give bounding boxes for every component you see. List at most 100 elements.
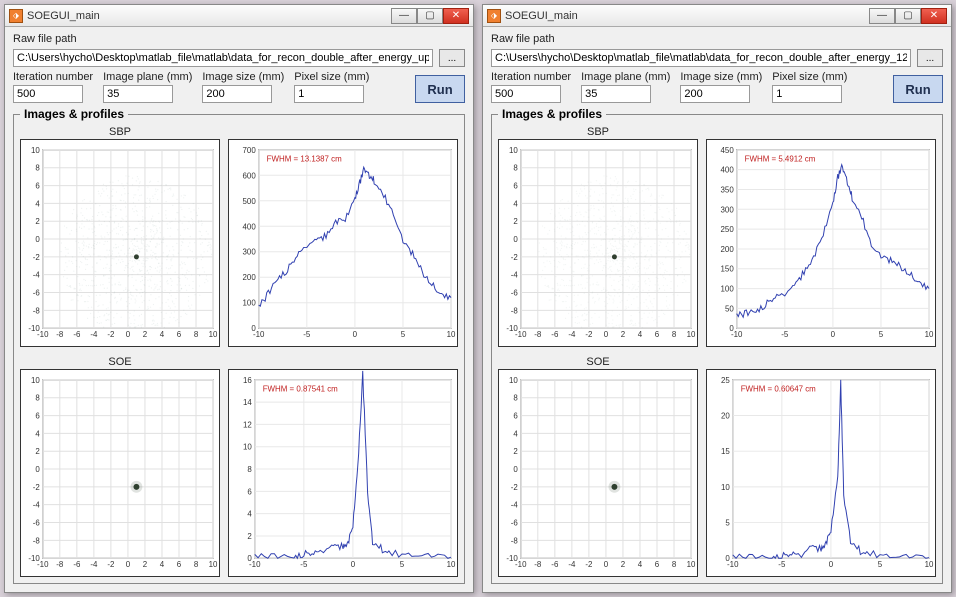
- svg-text:10: 10: [243, 443, 252, 452]
- svg-text:10: 10: [925, 330, 934, 339]
- svg-text:-4: -4: [511, 501, 519, 510]
- svg-text:-8: -8: [33, 536, 41, 545]
- svg-text:4: 4: [247, 510, 252, 519]
- pixel-label: Pixel size (mm): [294, 71, 369, 83]
- svg-text:-4: -4: [33, 271, 41, 280]
- svg-text:4: 4: [638, 560, 643, 569]
- svg-text:300: 300: [243, 248, 257, 257]
- svg-text:100: 100: [721, 285, 735, 294]
- svg-text:600: 600: [243, 171, 257, 180]
- size-input[interactable]: [680, 85, 750, 103]
- svg-text:-2: -2: [511, 253, 518, 262]
- svg-text:10: 10: [209, 560, 218, 569]
- titlebar[interactable]: ⬗ SOEGUI_main — ▢ ✕: [5, 5, 473, 27]
- svg-text:-8: -8: [56, 560, 64, 569]
- svg-text:-2: -2: [511, 483, 518, 492]
- titlebar[interactable]: ⬗ SOEGUI_main — ▢ ✕: [483, 5, 951, 27]
- run-button[interactable]: Run: [415, 75, 465, 103]
- iteration-input[interactable]: [491, 85, 561, 103]
- svg-text:8: 8: [194, 330, 199, 339]
- svg-text:0: 0: [725, 554, 730, 563]
- svg-text:-4: -4: [568, 560, 576, 569]
- images-profiles-group: Images & profiles SBP -10-8-6-4-20246810…: [13, 107, 465, 584]
- plane-label: Image plane (mm): [581, 71, 670, 83]
- svg-text:-6: -6: [511, 288, 519, 297]
- sbp-image-plot: SBP -10-8-6-4-20246810-10-8-6-4-20246810: [20, 139, 220, 347]
- svg-text:0: 0: [513, 235, 518, 244]
- svg-text:FWHM = 0.87541 cm: FWHM = 0.87541 cm: [263, 385, 338, 394]
- svg-text:10: 10: [509, 376, 518, 385]
- svg-text:2: 2: [513, 447, 517, 456]
- svg-text:-6: -6: [511, 518, 519, 527]
- svg-text:FWHM = 0.60647 cm: FWHM = 0.60647 cm: [741, 385, 816, 394]
- minimize-button[interactable]: —: [869, 8, 895, 24]
- app-icon: ⬗: [9, 9, 23, 23]
- svg-text:-10: -10: [506, 554, 518, 563]
- minimize-button[interactable]: —: [391, 8, 417, 24]
- svg-text:-6: -6: [551, 330, 559, 339]
- close-button[interactable]: ✕: [921, 8, 947, 24]
- svg-text:0: 0: [513, 465, 518, 474]
- svg-text:25: 25: [721, 376, 730, 385]
- svg-text:-8: -8: [511, 306, 519, 315]
- soe-image-plot: SOE -10-8-6-4-20246810-10-8-6-4-20246810: [20, 369, 220, 577]
- plane-label: Image plane (mm): [103, 71, 192, 83]
- svg-text:12: 12: [243, 420, 252, 429]
- svg-text:-10: -10: [28, 554, 40, 563]
- raw-path-input[interactable]: [13, 49, 433, 67]
- size-input[interactable]: [202, 85, 272, 103]
- svg-text:-5: -5: [303, 330, 311, 339]
- plane-input[interactable]: [103, 85, 173, 103]
- svg-text:4: 4: [160, 560, 165, 569]
- svg-text:2: 2: [35, 217, 39, 226]
- svg-text:4: 4: [35, 429, 40, 438]
- window-title: SOEGUI_main: [505, 10, 865, 22]
- raw-path-input[interactable]: [491, 49, 911, 67]
- app-window: ⬗ SOEGUI_main — ▢ ✕ Raw file path ... It…: [482, 4, 952, 593]
- svg-text:4: 4: [160, 330, 165, 339]
- svg-text:6: 6: [35, 412, 40, 421]
- svg-text:250: 250: [721, 225, 735, 234]
- browse-button[interactable]: ...: [439, 49, 465, 67]
- svg-text:-4: -4: [33, 501, 41, 510]
- svg-text:10: 10: [447, 330, 456, 339]
- svg-text:-2: -2: [585, 560, 592, 569]
- iteration-label: Iteration number: [13, 71, 93, 83]
- sbp-profile-plot: -10-505100100200300400500600700FWHM = 13…: [228, 139, 458, 347]
- svg-text:-5: -5: [781, 330, 789, 339]
- run-button[interactable]: Run: [893, 75, 943, 103]
- close-button[interactable]: ✕: [443, 8, 469, 24]
- pixel-input[interactable]: [294, 85, 364, 103]
- svg-text:-8: -8: [33, 306, 41, 315]
- svg-text:2: 2: [143, 330, 147, 339]
- svg-text:10: 10: [31, 146, 40, 155]
- svg-text:-6: -6: [551, 560, 559, 569]
- plane-input[interactable]: [581, 85, 651, 103]
- svg-text:10: 10: [447, 560, 456, 569]
- svg-text:-8: -8: [534, 560, 542, 569]
- svg-text:0: 0: [126, 560, 131, 569]
- browse-button[interactable]: ...: [917, 49, 943, 67]
- iteration-input[interactable]: [13, 85, 83, 103]
- size-label: Image size (mm): [202, 71, 284, 83]
- svg-text:0: 0: [126, 330, 131, 339]
- svg-text:-2: -2: [33, 483, 40, 492]
- maximize-button[interactable]: ▢: [895, 8, 921, 24]
- svg-text:0: 0: [247, 554, 252, 563]
- svg-text:6: 6: [177, 330, 182, 339]
- svg-text:10: 10: [509, 146, 518, 155]
- svg-text:350: 350: [721, 185, 735, 194]
- svg-text:0: 0: [604, 330, 609, 339]
- sbp-title: SBP: [105, 126, 135, 138]
- pixel-input[interactable]: [772, 85, 842, 103]
- svg-text:-6: -6: [73, 560, 81, 569]
- svg-text:0: 0: [604, 560, 609, 569]
- soe-profile-plot: -10-505100510152025FWHM = 0.60647 cm: [706, 369, 936, 577]
- group-legend: Images & profiles: [498, 107, 606, 121]
- svg-text:-4: -4: [90, 330, 98, 339]
- maximize-button[interactable]: ▢: [417, 8, 443, 24]
- soe-image-plot: SOE -10-8-6-4-20246810-10-8-6-4-20246810: [498, 369, 698, 577]
- svg-text:10: 10: [31, 376, 40, 385]
- svg-text:-2: -2: [33, 253, 40, 262]
- svg-text:-8: -8: [511, 536, 519, 545]
